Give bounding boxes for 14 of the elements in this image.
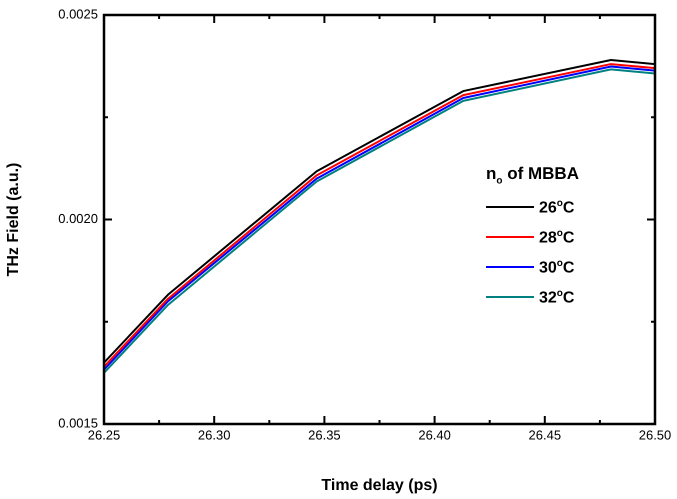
legend-label: 28$^{o}$C	[539, 228, 574, 248]
x-axis-title: Time delay (ps)	[321, 476, 438, 494]
x-tick-label: 26.45	[528, 427, 562, 442]
y-tick-label: 0.0020	[58, 211, 98, 226]
x-tick-label: 26.50	[638, 427, 672, 442]
legend-title: n$_{o}$ of MBBA	[486, 164, 579, 186]
legend-label: 26$^{o}$C	[539, 198, 574, 218]
y-tick-label: 0.0025	[58, 6, 98, 22]
legend-label: 30$^{o}$C	[539, 258, 574, 278]
legend-label: 32$^{o}$C	[539, 288, 574, 308]
x-tick-label: 26.35	[308, 427, 341, 442]
x-tick-label: 26.30	[198, 427, 230, 442]
y-axis-title: THz Field (a.u.)	[5, 162, 22, 276]
x-tick-label: 26.40	[418, 427, 451, 442]
